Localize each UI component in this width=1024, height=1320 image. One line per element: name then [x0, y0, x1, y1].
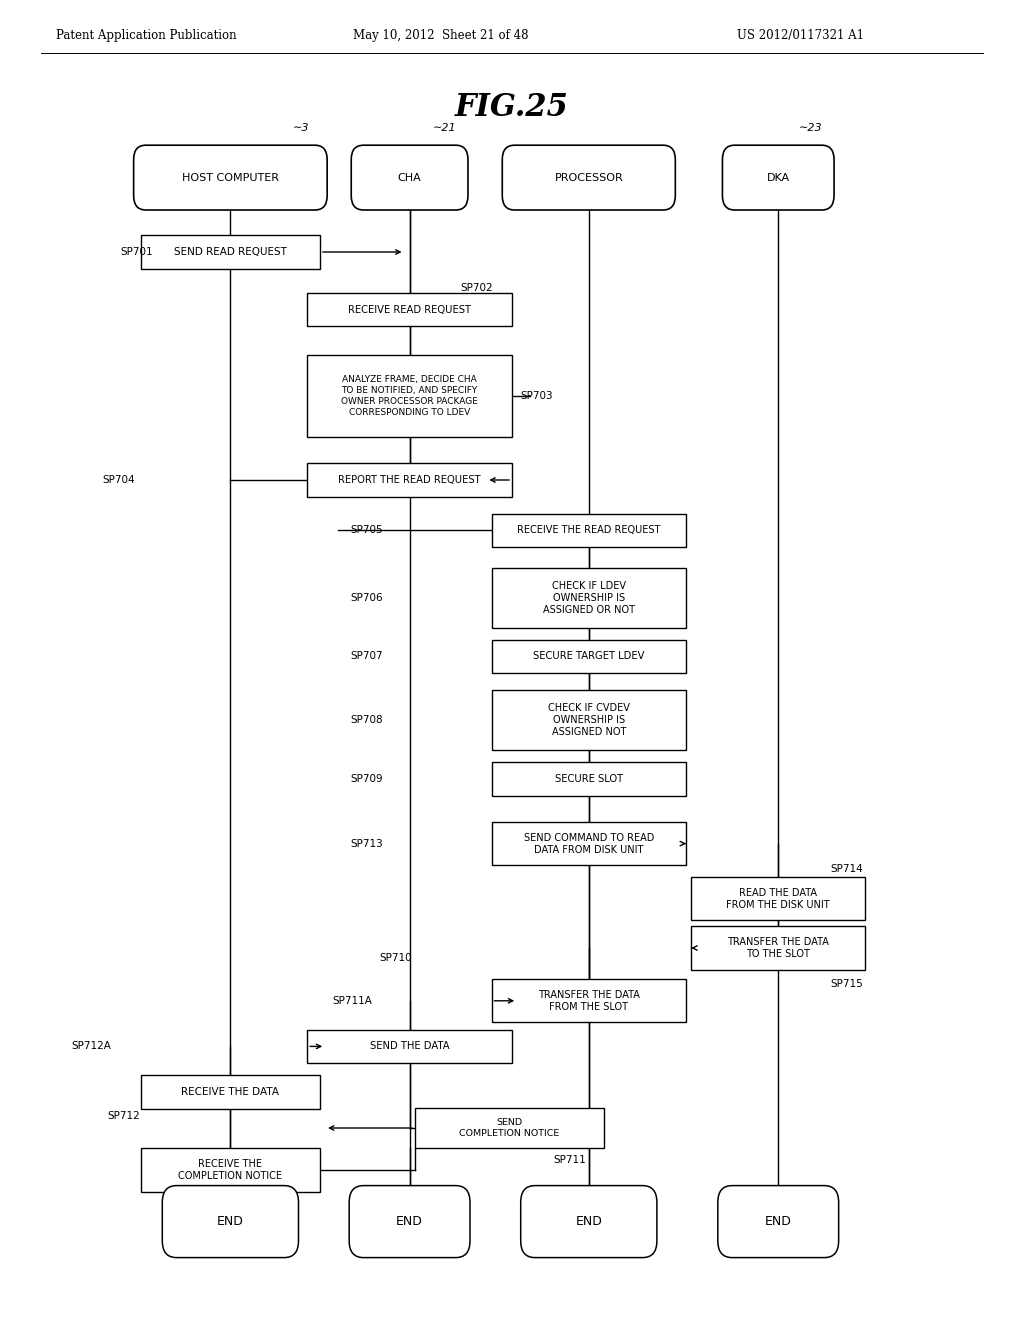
Text: SP707: SP707 [350, 651, 383, 661]
Text: SP701: SP701 [121, 247, 154, 257]
FancyBboxPatch shape [520, 1185, 657, 1258]
Text: CHA: CHA [397, 173, 422, 182]
Text: SP703: SP703 [520, 391, 553, 401]
Text: ∼23: ∼23 [799, 123, 823, 133]
Text: Patent Application Publication: Patent Application Publication [56, 29, 237, 42]
Text: CHECK IF CVDEV
OWNERSHIP IS
ASSIGNED NOT: CHECK IF CVDEV OWNERSHIP IS ASSIGNED NOT [548, 704, 630, 737]
Text: RECEIVE THE
COMPLETION NOTICE: RECEIVE THE COMPLETION NOTICE [178, 1159, 283, 1181]
Text: SP702: SP702 [461, 282, 494, 293]
Text: SEND READ REQUEST: SEND READ REQUEST [174, 247, 287, 257]
Bar [492, 979, 686, 1023]
Bar [691, 927, 865, 970]
Text: SECURE SLOT: SECURE SLOT [555, 774, 623, 784]
Text: HOST COMPUTER: HOST COMPUTER [182, 173, 279, 182]
Text: ∼21: ∼21 [433, 123, 457, 133]
Text: SP711: SP711 [553, 1155, 586, 1166]
Bar [492, 513, 686, 548]
Text: FIG.25: FIG.25 [455, 92, 569, 124]
FancyBboxPatch shape [162, 1185, 299, 1258]
FancyBboxPatch shape [133, 145, 328, 210]
Bar [141, 1076, 319, 1109]
Text: END: END [575, 1216, 602, 1228]
Text: SEND COMMAND TO READ
DATA FROM DISK UNIT: SEND COMMAND TO READ DATA FROM DISK UNIT [523, 833, 654, 854]
Bar [307, 1030, 512, 1063]
Text: SP714: SP714 [829, 863, 862, 874]
Text: SP704: SP704 [102, 475, 135, 484]
Text: US 2012/0117321 A1: US 2012/0117321 A1 [737, 29, 864, 42]
Text: SP710: SP710 [379, 953, 412, 962]
Bar [307, 463, 512, 496]
Text: END: END [765, 1216, 792, 1228]
Text: TRANSFER THE DATA
FROM THE SLOT: TRANSFER THE DATA FROM THE SLOT [538, 990, 640, 1012]
Text: END: END [217, 1216, 244, 1228]
Text: SP712: SP712 [108, 1111, 140, 1121]
Text: READ THE DATA
FROM THE DISK UNIT: READ THE DATA FROM THE DISK UNIT [726, 888, 830, 909]
Bar [691, 878, 865, 920]
Text: SECURE TARGET LDEV: SECURE TARGET LDEV [534, 651, 644, 661]
Text: RECEIVE READ REQUEST: RECEIVE READ REQUEST [348, 305, 471, 314]
Text: SEND
COMPLETION NOTICE: SEND COMPLETION NOTICE [460, 1118, 559, 1138]
Text: ANALYZE FRAME, DECIDE CHA
TO BE NOTIFIED, AND SPECIFY
OWNER PROCESSOR PACKAGE
CO: ANALYZE FRAME, DECIDE CHA TO BE NOTIFIED… [341, 375, 478, 417]
FancyBboxPatch shape [718, 1185, 839, 1258]
Bar [141, 1148, 319, 1192]
Bar [307, 293, 512, 326]
Text: SP711A: SP711A [333, 995, 373, 1006]
Text: CHECK IF LDEV
OWNERSHIP IS
ASSIGNED OR NOT: CHECK IF LDEV OWNERSHIP IS ASSIGNED OR N… [543, 581, 635, 615]
Text: SP713: SP713 [350, 838, 383, 849]
Bar [492, 690, 686, 750]
Text: TRANSFER THE DATA
TO THE SLOT: TRANSFER THE DATA TO THE SLOT [727, 937, 829, 960]
Text: May 10, 2012  Sheet 21 of 48: May 10, 2012 Sheet 21 of 48 [352, 29, 528, 42]
Bar [492, 568, 686, 627]
Bar [307, 355, 512, 437]
Text: REPORT THE READ REQUEST: REPORT THE READ REQUEST [338, 475, 481, 484]
Bar [141, 235, 319, 269]
Bar [492, 762, 686, 796]
Text: SP715: SP715 [829, 979, 862, 989]
FancyBboxPatch shape [351, 145, 468, 210]
FancyBboxPatch shape [723, 145, 834, 210]
Bar [492, 640, 686, 673]
Text: SEND THE DATA: SEND THE DATA [370, 1041, 450, 1052]
Text: ∼3: ∼3 [293, 123, 309, 133]
Text: SP705: SP705 [350, 525, 383, 536]
Text: SP706: SP706 [350, 593, 383, 603]
Text: PROCESSOR: PROCESSOR [554, 173, 624, 182]
FancyBboxPatch shape [502, 145, 676, 210]
Text: SP709: SP709 [350, 774, 383, 784]
Bar [415, 1107, 604, 1148]
FancyBboxPatch shape [349, 1185, 470, 1258]
Text: DKA: DKA [767, 173, 790, 182]
Text: SP708: SP708 [350, 715, 383, 725]
Text: END: END [396, 1216, 423, 1228]
Text: SP712A: SP712A [72, 1041, 112, 1052]
Text: RECEIVE THE READ REQUEST: RECEIVE THE READ REQUEST [517, 525, 660, 536]
Bar [492, 822, 686, 865]
Text: RECEIVE THE DATA: RECEIVE THE DATA [181, 1086, 280, 1097]
